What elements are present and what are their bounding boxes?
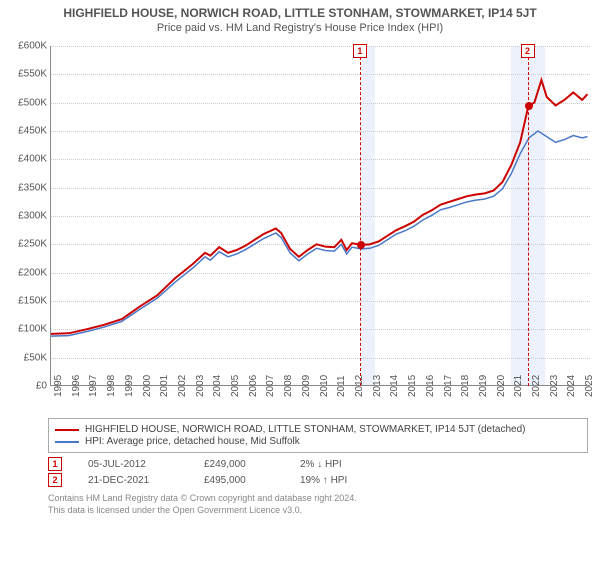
legend-swatch xyxy=(55,429,79,431)
legend-label: HIGHFIELD HOUSE, NORWICH ROAD, LITTLE ST… xyxy=(85,424,525,435)
sale-date: 21-DEC-2021 xyxy=(88,475,178,486)
sale-point xyxy=(525,102,533,110)
callout-marker: 1 xyxy=(353,44,367,58)
y-axis-tick: £300K xyxy=(0,211,47,222)
legend-item: HPI: Average price, detached house, Mid … xyxy=(55,436,581,447)
y-axis-tick: £250K xyxy=(0,239,47,250)
y-axis-tick: £150K xyxy=(0,296,47,307)
sale-delta: 19% ↑ HPI xyxy=(300,475,347,486)
series-lines xyxy=(51,46,591,386)
sale-delta: 2% ↓ HPI xyxy=(300,459,342,470)
y-axis-tick: £600K xyxy=(0,41,47,52)
attribution: Contains HM Land Registry data © Crown c… xyxy=(48,493,600,516)
legend-label: HPI: Average price, detached house, Mid … xyxy=(85,436,300,447)
legend-item: HIGHFIELD HOUSE, NORWICH ROAD, LITTLE ST… xyxy=(55,424,581,435)
series-line xyxy=(51,80,587,334)
y-axis-tick: £450K xyxy=(0,126,47,137)
y-axis-tick: £350K xyxy=(0,182,47,193)
series-line xyxy=(51,131,587,336)
y-axis-tick: £200K xyxy=(0,267,47,278)
plot-area xyxy=(50,46,590,386)
footer-line: Contains HM Land Registry data © Crown c… xyxy=(48,493,600,505)
legend: HIGHFIELD HOUSE, NORWICH ROAD, LITTLE ST… xyxy=(48,418,588,453)
callout-vline xyxy=(360,52,361,386)
legend-swatch xyxy=(55,441,79,443)
sale-callout-ref: 1 xyxy=(48,457,62,471)
y-axis-tick: £0 xyxy=(0,381,47,392)
sale-point xyxy=(357,241,365,249)
sale-callout-ref: 2 xyxy=(48,473,62,487)
sale-price: £495,000 xyxy=(204,475,274,486)
sale-price: £249,000 xyxy=(204,459,274,470)
y-axis-tick: £550K xyxy=(0,69,47,80)
price-chart: £0 £50K £100K £150K £200K £250K £300K £350K £400… xyxy=(0,38,600,418)
y-axis-tick: £400K xyxy=(0,154,47,165)
y-axis-tick: £500K xyxy=(0,97,47,108)
y-axis-tick: £50K xyxy=(0,352,47,363)
y-axis-tick: £100K xyxy=(0,324,47,335)
callout-marker: 2 xyxy=(521,44,535,58)
sale-row: 2 21-DEC-2021 £495,000 19% ↑ HPI xyxy=(48,473,600,487)
footer-line: This data is licensed under the Open Gov… xyxy=(48,505,600,517)
page-title: HIGHFIELD HOUSE, NORWICH ROAD, LITTLE ST… xyxy=(0,6,600,20)
sale-row: 1 05-JUL-2012 £249,000 2% ↓ HPI xyxy=(48,457,600,471)
sale-date: 05-JUL-2012 xyxy=(88,459,178,470)
page-subtitle: Price paid vs. HM Land Registry's House … xyxy=(0,22,600,34)
